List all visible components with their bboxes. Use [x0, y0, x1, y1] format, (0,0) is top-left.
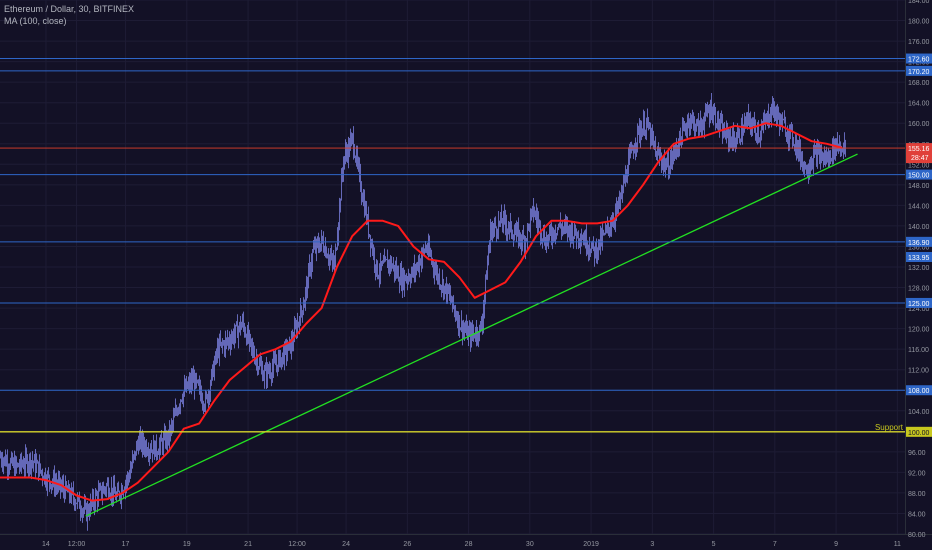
- x-tick-label: 7: [773, 541, 777, 548]
- y-tick-label: 160.00: [908, 121, 930, 128]
- indicator-title[interactable]: MA (100, close): [4, 16, 67, 26]
- x-tick-label: 12:00: [68, 541, 86, 548]
- level-price-label: 172.60: [908, 57, 930, 64]
- x-tick-label: 14: [42, 541, 50, 548]
- level-price-badge: [906, 251, 932, 262]
- x-tick-label: 30: [526, 541, 534, 548]
- y-tick-label: 92.00: [908, 470, 926, 477]
- x-tick-label: 26: [403, 541, 411, 548]
- y-tick-label: 112.00: [908, 368, 929, 375]
- level-price-label: 125.00: [908, 301, 930, 308]
- level-price-badge: [906, 53, 932, 64]
- x-tick-label: 24: [342, 541, 350, 548]
- bar-countdown-label: 28:47: [911, 155, 929, 162]
- y-tick-label: 128.00: [908, 286, 930, 293]
- y-tick-label: 132.00: [908, 265, 930, 272]
- level-price-label: 100.00: [908, 430, 930, 437]
- x-tick-label: 17: [122, 541, 130, 548]
- level-price-badge: [906, 297, 932, 308]
- y-tick-label: 168.00: [908, 80, 930, 87]
- y-tick-label: 148.00: [908, 183, 930, 190]
- y-tick-label: 88.00: [908, 491, 926, 498]
- x-tick-label: 12:00: [288, 541, 306, 548]
- y-tick-label: 116.00: [908, 347, 929, 354]
- current-price-badge: [906, 143, 932, 164]
- support-trendline[interactable]: [85, 153, 858, 517]
- y-tick-label: 104.00: [908, 409, 930, 416]
- moving-average-line[interactable]: [0, 122, 843, 502]
- y-tick-label: 164.00: [908, 101, 930, 108]
- level-price-label: 150.00: [908, 173, 930, 180]
- symbol-title[interactable]: Ethereum / Dollar, 30, BITFINEX: [4, 4, 135, 14]
- x-tick-label: 11: [894, 541, 901, 548]
- y-tick-label: 140.00: [908, 224, 930, 231]
- level-price-badge: [906, 169, 932, 180]
- y-tick-label: 124.00: [908, 306, 930, 313]
- x-tick-label: 28: [465, 541, 473, 548]
- level-price-label: 136.90: [908, 240, 930, 247]
- x-tick-label: 19: [183, 541, 191, 548]
- level-price-label: 170.20: [908, 69, 930, 76]
- level-price-label: 108.00: [908, 388, 930, 395]
- y-tick-label: 120.00: [908, 327, 930, 334]
- x-tick-label: 2019: [583, 541, 599, 548]
- level-price-badge: [906, 65, 932, 76]
- y-tick-label: 96.00: [908, 450, 926, 457]
- y-tick-label: 152.00: [908, 162, 930, 169]
- x-tick-label: 9: [834, 541, 838, 548]
- y-tick-label: 144.00: [908, 203, 930, 210]
- level-price-badge: [906, 236, 932, 247]
- level-price-badge: [906, 426, 932, 437]
- chart-legend: Ethereum / Dollar, 30, BITFINEX MA (100,…: [4, 3, 134, 27]
- current-price-label: 155.16: [908, 146, 930, 153]
- x-tick-label: 5: [712, 541, 716, 548]
- level-price-label: 133.95: [908, 255, 930, 262]
- y-tick-label: 176.00: [908, 39, 930, 46]
- y-tick-label: 180.00: [908, 19, 930, 26]
- y-tick-label: 84.00: [908, 511, 926, 518]
- y-tick-label: 80.00: [908, 532, 926, 539]
- level-price-badge: [906, 385, 932, 396]
- x-tick-label: 3: [650, 541, 654, 548]
- support-label: Support: [875, 423, 904, 432]
- y-tick-label: 136.00: [908, 244, 930, 251]
- y-tick-label: 184.00: [908, 0, 930, 5]
- x-tick-label: 21: [244, 541, 252, 548]
